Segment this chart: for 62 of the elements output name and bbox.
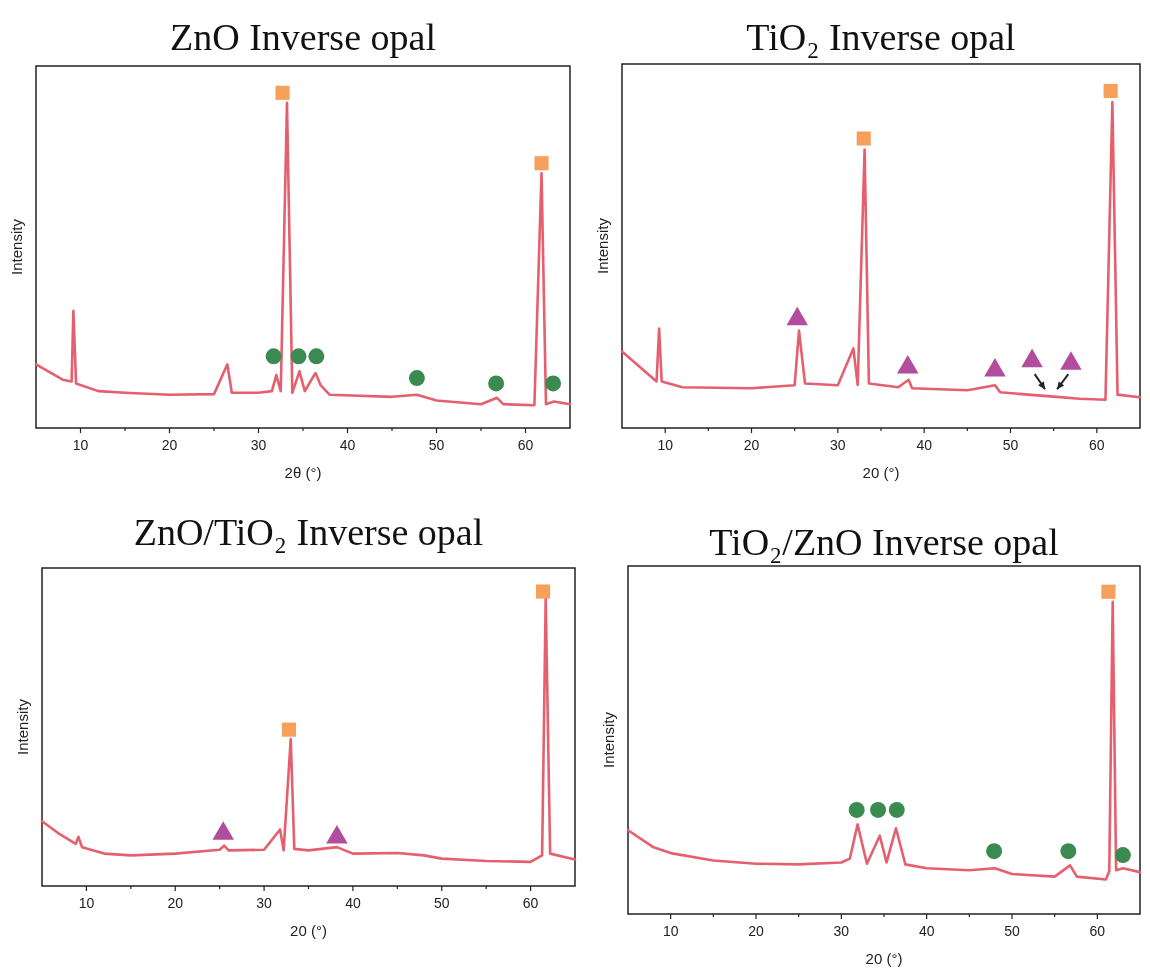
x-tick-label: 40 [339,437,356,453]
point [856,131,871,146]
point [308,348,325,365]
y-axis-title: Intensity [594,217,611,274]
point [1060,351,1082,370]
chart-title: ZnO/TiO₂ Inverse opal [133,511,484,553]
point [888,801,905,818]
point [408,370,425,387]
x-tick-label: 10 [78,895,95,911]
chart-title: ZnO Inverse opal [170,16,436,58]
y-axis-title: Intensity [600,711,617,768]
point [1114,847,1131,863]
x-tick-label: 50 [1004,923,1020,939]
point [986,843,1003,860]
point [265,348,282,365]
x-tick-label: 60 [1089,437,1105,453]
x-tick-label: 20 [743,437,760,453]
x-tick-label: 50 [1002,437,1019,453]
x-tick-label: 60 [1089,923,1106,939]
x-tick-label: 40 [916,437,933,453]
point [897,354,919,374]
x-tick-label: 10 [657,437,674,453]
x-tick-label: 20 [748,923,764,939]
point [1101,584,1116,599]
point [326,825,348,844]
point [786,306,808,326]
x-tick-label: 30 [830,437,846,453]
x-axis-title: 20 (°) [290,922,327,939]
y-axis-title: Intensity [8,218,25,275]
x-tick-label: 40 [345,895,361,911]
point [488,375,505,392]
point [1103,83,1118,99]
x-tick-label: 10 [662,923,679,939]
point [535,584,551,599]
x-tick-label: 30 [833,923,850,939]
x-tick-label: 50 [433,895,450,911]
chart-title: TiO₂/ZnO Inverse opal [709,521,1059,563]
x-tick-label: 20 [167,895,184,911]
point [290,348,307,365]
point [281,722,297,737]
y-axis-title: Intensity [14,698,31,755]
point [1060,843,1077,860]
point [848,801,865,818]
x-axis-title: 20 (°) [865,950,903,967]
chart-title: TiO₂ Inverse opal [746,16,1016,58]
point [984,357,1006,377]
x-tick-label: 60 [517,437,534,453]
x-tick-label: 30 [256,895,273,911]
point [870,801,887,818]
point [1021,348,1043,368]
x-tick-label: 20 [161,437,178,453]
x-axis-title: 20 (°) [862,464,900,481]
point [212,821,234,840]
x-tick-label: 10 [72,437,89,453]
x-tick-label: 60 [522,895,539,911]
point [534,156,549,171]
point [275,85,290,100]
x-tick-label: 40 [918,923,935,939]
point [545,375,562,392]
x-tick-label: 50 [428,437,445,453]
x-tick-label: 30 [250,437,267,453]
x-axis-title: 2θ (°) [284,464,322,481]
